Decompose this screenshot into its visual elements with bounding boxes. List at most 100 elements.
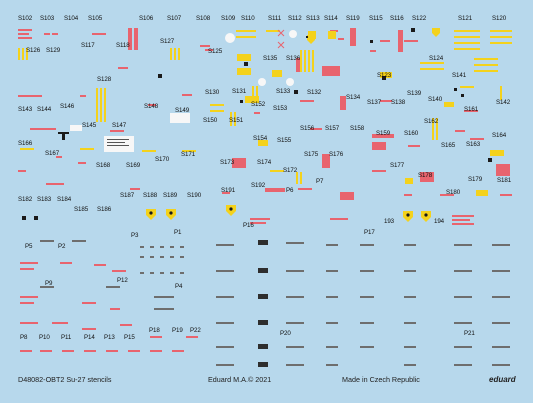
label-s133: S133 xyxy=(276,88,291,95)
label-s179: S179 xyxy=(468,176,483,183)
label-s163: S163 xyxy=(466,141,481,148)
yellow-stripe xyxy=(490,36,512,38)
red-stencil xyxy=(20,296,38,298)
red-stencil xyxy=(94,264,106,266)
label-s189: S189 xyxy=(163,192,178,199)
label-s147: S147 xyxy=(112,122,127,129)
yellow-stripe xyxy=(26,48,28,60)
gray-stencil xyxy=(286,322,304,324)
gray-stencil xyxy=(140,272,144,274)
label-s106: S106 xyxy=(139,15,154,22)
black-glyph xyxy=(240,100,243,103)
red-stencil xyxy=(150,350,162,352)
gray-stencil xyxy=(258,268,268,273)
yellow-stripe xyxy=(236,36,256,38)
yellow-stripe xyxy=(304,50,306,72)
gray-stencil xyxy=(140,246,144,248)
red-stencil xyxy=(118,67,128,69)
yellow-plate xyxy=(490,150,504,156)
gray-stencil xyxy=(326,270,338,272)
gray-stencil xyxy=(404,270,416,272)
black-glyphs xyxy=(22,28,492,220)
gray-stencil xyxy=(404,322,416,324)
yellow-stripe xyxy=(300,50,302,72)
red-stencil xyxy=(496,164,510,176)
white-placard xyxy=(104,136,134,152)
label-s169: S169 xyxy=(126,162,141,169)
label-p13: P13 xyxy=(104,334,115,341)
label-s123: S123 xyxy=(377,72,392,79)
gray-stencil xyxy=(360,270,374,272)
red-stencil xyxy=(110,130,124,132)
yellow-plate xyxy=(237,54,251,61)
label-p19: P19 xyxy=(172,327,183,334)
yellow-stripe xyxy=(474,58,498,60)
label-s175: S175 xyxy=(304,151,319,158)
label-s148: S148 xyxy=(144,103,159,110)
label-p8: P8 xyxy=(20,334,28,341)
yellow-stripe xyxy=(18,48,20,60)
gray-stencil xyxy=(40,240,54,242)
yellow-stripe xyxy=(296,172,298,184)
label-s137: S137 xyxy=(367,99,382,106)
label-s185: S185 xyxy=(74,206,89,213)
gray-stencil xyxy=(170,246,174,248)
red-stencil xyxy=(112,270,126,272)
gray-stencil xyxy=(326,244,338,246)
label-p1: P1 xyxy=(174,229,182,236)
yellow-stripe xyxy=(490,42,512,44)
gray-stencil xyxy=(140,256,144,258)
gray-stencil xyxy=(492,346,510,348)
gray-stencil xyxy=(326,296,338,298)
label-p22: P22 xyxy=(190,327,201,334)
gray-stencil xyxy=(286,242,304,244)
gray-stencil xyxy=(154,308,174,310)
gray-stencil xyxy=(404,346,416,348)
black-glyph xyxy=(58,132,69,134)
red-stencil xyxy=(370,50,376,52)
red-stencil xyxy=(130,188,140,190)
gray-stencil xyxy=(286,346,304,348)
label-s191: S191 xyxy=(221,187,236,194)
black-glyph xyxy=(34,216,38,220)
white-disc xyxy=(225,33,235,43)
red-stencil xyxy=(322,66,340,76)
warning-shields xyxy=(146,28,440,222)
gray-stencil xyxy=(454,346,472,348)
copyright-text: Eduard M.A.© 2021 xyxy=(208,375,272,384)
shield-mark xyxy=(424,213,428,217)
label-s149: S149 xyxy=(175,107,190,114)
label-p4: P4 xyxy=(175,283,183,290)
label-s156: S156 xyxy=(300,125,315,132)
label-p9: P9 xyxy=(45,280,53,287)
label-p15: P15 xyxy=(124,334,135,341)
red-stencil xyxy=(398,30,403,52)
white-disc xyxy=(289,30,297,38)
black-glyph xyxy=(62,132,65,140)
white-placard xyxy=(70,125,82,131)
yellow-plate xyxy=(237,68,251,75)
label-s139: S139 xyxy=(407,90,422,97)
gray-stencil xyxy=(492,296,510,298)
yellow-stripe xyxy=(22,48,24,60)
red-stencil xyxy=(84,350,96,352)
red-stencil xyxy=(134,28,138,50)
yellow-stripe xyxy=(182,150,196,152)
label-s190: S190 xyxy=(187,192,202,199)
red-stencil xyxy=(128,350,140,352)
yellow-plate xyxy=(272,70,282,77)
label-s160: S160 xyxy=(404,130,419,137)
yellow-shield xyxy=(432,28,440,37)
red-stencil xyxy=(172,350,184,352)
red-stencil xyxy=(30,128,56,130)
label-s150: S150 xyxy=(203,117,218,124)
yellow-stripe xyxy=(210,110,224,112)
label-s124: S124 xyxy=(429,55,444,62)
red-stencil xyxy=(20,262,38,264)
gray-stencil xyxy=(326,346,338,348)
yellow-stripe xyxy=(142,150,156,152)
gray-stencil xyxy=(150,246,154,248)
label-p14: P14 xyxy=(84,334,95,341)
label-s145: S145 xyxy=(82,122,97,129)
shield-mark xyxy=(169,211,173,215)
